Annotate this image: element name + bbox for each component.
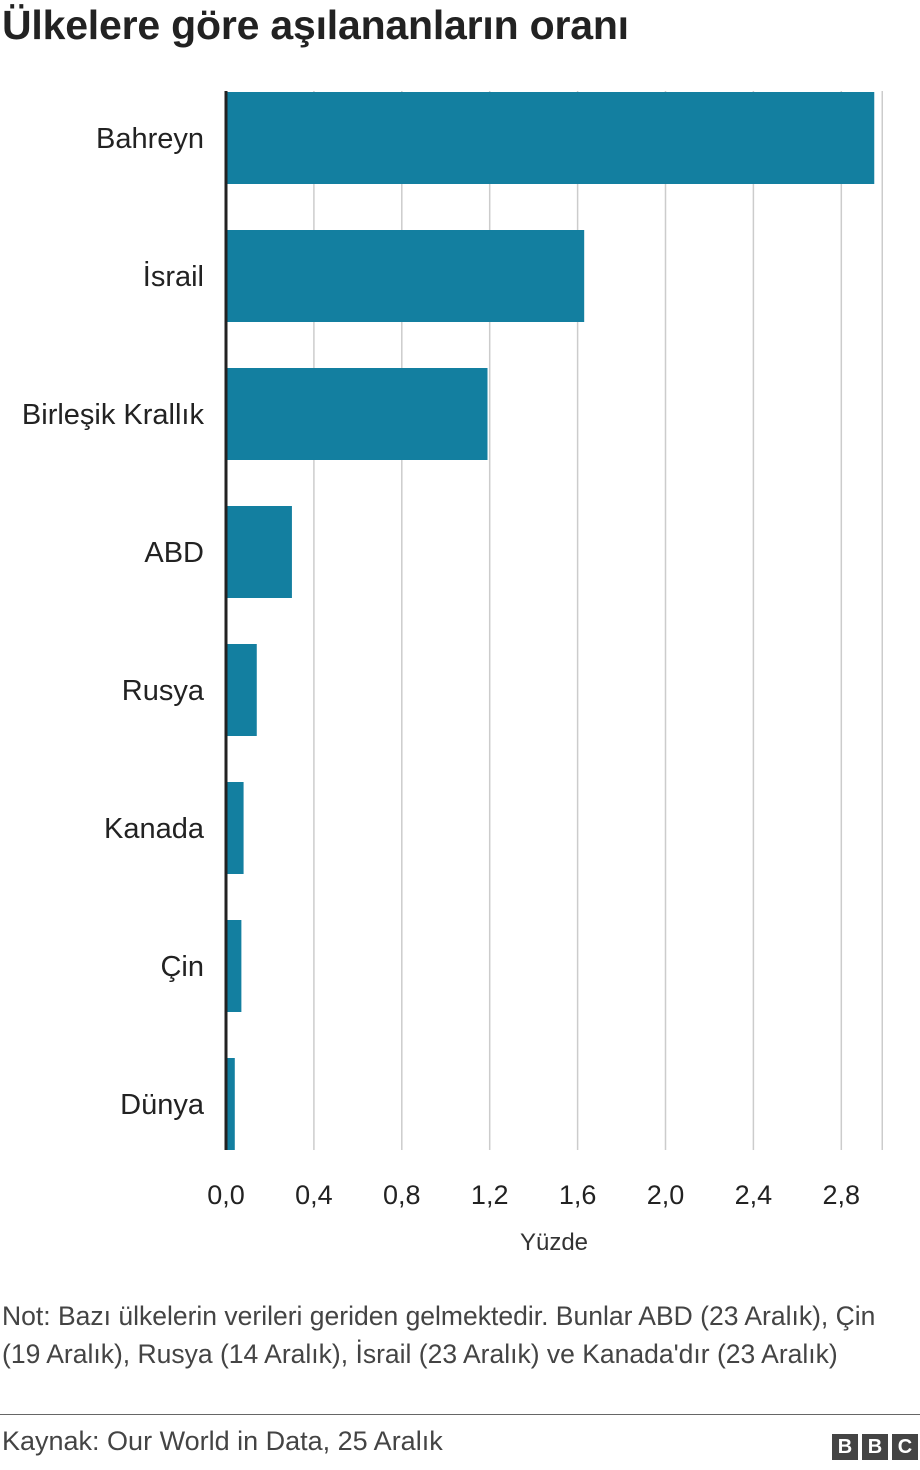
bbc-logo: B B C: [832, 1434, 918, 1460]
bbc-logo-letter: C: [892, 1434, 918, 1460]
bar: [226, 644, 257, 736]
bar: [226, 1058, 235, 1150]
category-label: Rusya: [122, 675, 205, 707]
bar: [226, 92, 875, 184]
category-label: Dünya: [120, 1089, 205, 1121]
x-tick-label: 2,8: [823, 1180, 861, 1210]
x-tick-label: 1,2: [471, 1180, 509, 1210]
bar: [226, 368, 488, 460]
category-label: Birleşik Krallık: [22, 399, 205, 431]
bar: [226, 230, 585, 322]
category-label: ABD: [144, 537, 204, 569]
x-tick-label: 1,6: [559, 1180, 597, 1210]
footnote: Not: Bazı ülkelerin verileri geriden gel…: [2, 1301, 876, 1369]
x-tick-label: 0,8: [383, 1180, 421, 1210]
x-axis-label: Yüzde: [520, 1229, 588, 1256]
x-tick-labels: 0,0 0,4 0,8 1,2 1,6 2,0 2,4 2,8: [207, 1180, 860, 1210]
bbc-logo-letter: B: [832, 1434, 858, 1460]
bar: [226, 782, 244, 874]
category-label: İsrail: [143, 260, 204, 293]
category-label: Kanada: [104, 813, 205, 845]
bar: [226, 506, 292, 598]
bar-chart: Bahreyn İsrail Birleşik Krallık ABD Rusya Kan…: [22, 91, 883, 1256]
category-label: Bahreyn: [96, 123, 204, 155]
x-tick-label: 0,4: [295, 1180, 333, 1210]
x-tick-label: 2,0: [647, 1180, 685, 1210]
chart-title: Ülkelere göre aşılananların oranı: [2, 2, 629, 48]
category-labels: Bahreyn İsrail Birleşik Krallık ABD Rusya Kan…: [22, 123, 205, 1121]
category-label: Çin: [160, 951, 204, 983]
bbc-logo-letter: B: [862, 1434, 888, 1460]
x-tick-label: 0,0: [207, 1180, 245, 1210]
source-text: Kaynak: Our World in Data, 25 Aralık: [2, 1426, 443, 1456]
bar: [226, 920, 242, 1012]
footer-divider: [0, 1414, 920, 1415]
bars: [226, 92, 875, 1150]
x-tick-label: 2,4: [735, 1180, 773, 1210]
